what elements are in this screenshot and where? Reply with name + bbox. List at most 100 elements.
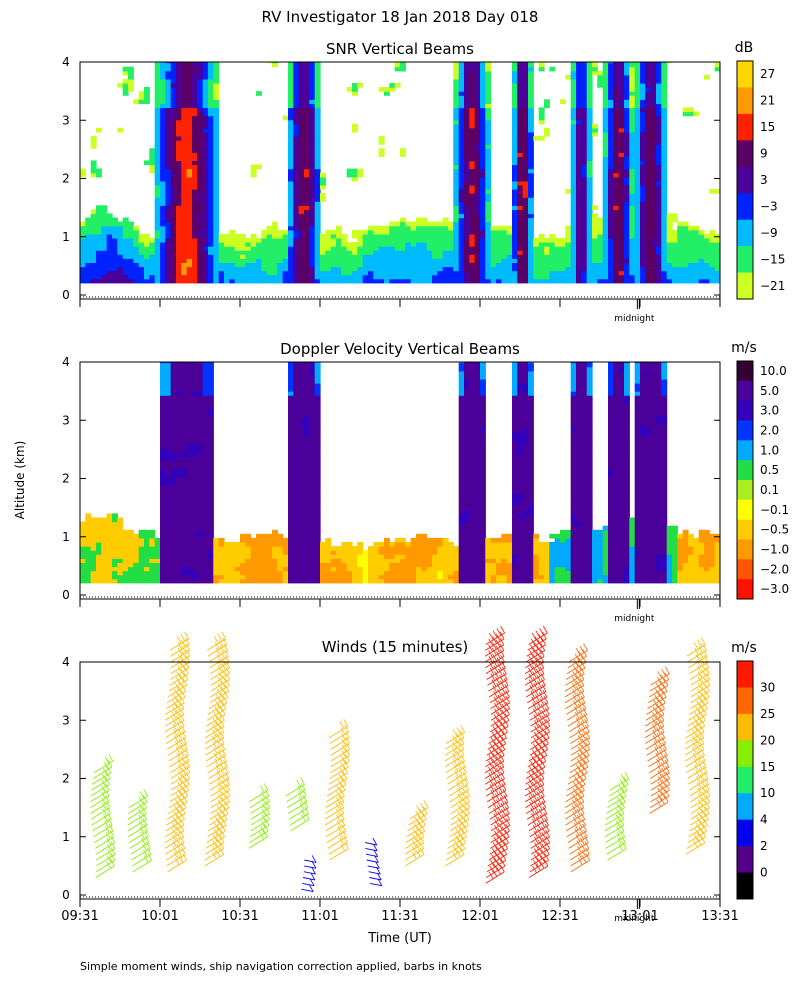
doppler-cell	[117, 537, 124, 543]
snr-cell	[640, 70, 646, 76]
snr-cell	[512, 78, 518, 84]
snr-cell	[272, 62, 278, 64]
doppler-cell	[186, 497, 193, 502]
snr-cell	[522, 201, 529, 206]
snr-cell	[213, 156, 220, 162]
snr-cell	[293, 115, 300, 121]
doppler-cell	[181, 370, 188, 376]
snr-cell	[480, 180, 486, 186]
doppler-cell	[293, 521, 300, 527]
doppler-cell	[298, 374, 305, 380]
snr-cell	[661, 266, 668, 272]
snr-cell	[581, 233, 588, 239]
snr-cell	[101, 242, 108, 247]
doppler-cell	[122, 574, 129, 580]
snr-cell	[213, 213, 220, 219]
snr-cell	[602, 278, 609, 284]
snr-cell	[586, 123, 593, 129]
snr-cell	[581, 258, 588, 263]
snr-cell	[181, 246, 188, 251]
snr-cell	[629, 164, 636, 170]
snr-cell	[160, 111, 166, 117]
snr-cell	[133, 270, 140, 276]
doppler-cell	[304, 452, 310, 457]
doppler-cell	[293, 440, 300, 445]
snr-cell	[661, 209, 668, 215]
snr-cell	[389, 87, 396, 92]
snr-cell	[698, 250, 705, 255]
snr-cell	[496, 229, 502, 235]
snr-cell	[458, 140, 465, 145]
snr-cell	[618, 107, 625, 113]
snr-cell	[608, 123, 614, 129]
snr-cell	[634, 140, 641, 145]
snr-cell	[522, 91, 529, 96]
snr-cell	[581, 107, 588, 113]
snr-cell	[448, 250, 454, 255]
snr-cell	[378, 152, 385, 157]
snr-cell	[384, 91, 390, 96]
snr-cell	[176, 152, 182, 157]
snr-cell	[170, 136, 177, 141]
snr-cell	[170, 176, 177, 182]
snr-cell	[448, 242, 454, 247]
snr-cell	[400, 242, 406, 247]
snr-cell	[288, 91, 294, 96]
doppler-cell	[234, 546, 241, 551]
doppler-cell	[256, 546, 262, 551]
doppler-cell	[208, 537, 214, 543]
snr-cell	[453, 115, 460, 121]
doppler-cell	[208, 456, 214, 462]
doppler-cell	[176, 403, 182, 409]
snr-cell	[469, 152, 476, 157]
doppler-cell	[314, 399, 321, 404]
snr-cell	[640, 66, 646, 72]
snr-cell	[320, 233, 326, 239]
snr-cell	[304, 83, 310, 88]
snr-cell	[645, 62, 652, 68]
snr-cell	[170, 144, 177, 149]
snr-cell	[384, 258, 390, 263]
doppler-cell	[101, 542, 108, 547]
snr-cell	[672, 266, 678, 272]
doppler-cell	[181, 460, 188, 466]
snr-cell	[80, 274, 86, 280]
snr-cell	[501, 278, 508, 284]
snr-cell	[304, 140, 310, 145]
snr-cell	[624, 189, 630, 194]
doppler-cell	[234, 550, 241, 555]
snr-cell	[576, 164, 582, 170]
snr-cell	[320, 258, 326, 263]
snr-cell	[512, 136, 518, 141]
snr-cell	[597, 221, 604, 227]
snr-cell	[357, 83, 364, 88]
snr-cell	[362, 274, 369, 280]
snr-cell	[245, 254, 252, 259]
doppler-cell	[288, 484, 294, 490]
snr-cell	[661, 201, 668, 206]
doppler-cell	[170, 378, 177, 384]
snr-cell	[117, 250, 124, 255]
snr-cell	[314, 197, 321, 202]
doppler-cell	[176, 444, 182, 449]
doppler-cell	[176, 550, 182, 555]
snr-cell	[554, 250, 561, 255]
snr-cell	[186, 74, 193, 80]
snr-cell	[309, 74, 316, 80]
snr-cell	[656, 115, 662, 121]
snr-cell	[576, 148, 582, 153]
snr-cell	[645, 115, 652, 121]
snr-cell	[421, 229, 428, 235]
snr-cell	[186, 176, 193, 182]
snr-cell	[304, 91, 310, 96]
doppler-cell	[277, 533, 284, 539]
snr-cell	[528, 78, 534, 84]
snr-cell	[677, 274, 684, 280]
snr-cell	[298, 176, 305, 182]
snr-cell	[197, 83, 204, 88]
snr-cell	[480, 270, 486, 276]
snr-cell	[586, 111, 593, 117]
snr-cell	[176, 148, 182, 153]
snr-cell	[602, 87, 609, 92]
snr-cell	[480, 184, 486, 190]
